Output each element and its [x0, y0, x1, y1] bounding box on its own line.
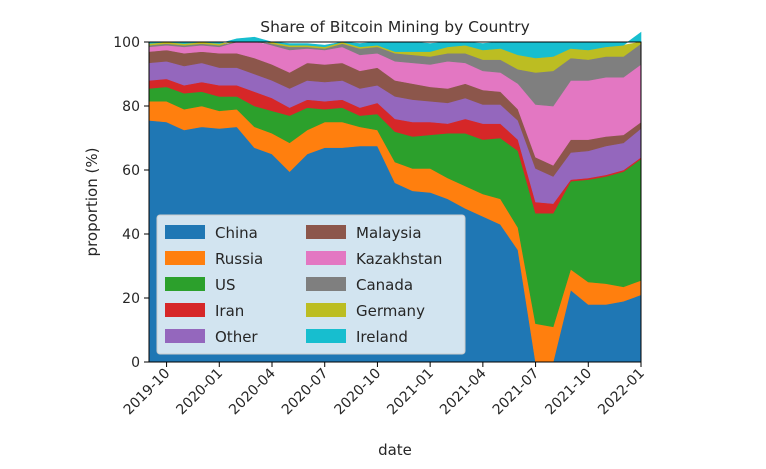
y-tick-label: 40 [122, 227, 140, 243]
y-axis-title: proportion (%) [83, 148, 101, 257]
legend-swatch-us [165, 277, 205, 291]
x-tick-label: 2021-10 [542, 366, 595, 419]
legend-swatch-malaysia [306, 225, 346, 239]
x-tick-label: 2019-10 [121, 366, 174, 419]
y-tick-label: 60 [122, 163, 140, 179]
x-tick-label: 2022-01 [595, 366, 648, 419]
legend-label-malaysia: Malaysia [356, 224, 422, 242]
legend-swatch-kazakhstan [306, 251, 346, 265]
legend-label-russia: Russia [215, 250, 263, 268]
x-axis: 2019-10 2020-01 2020-04 2020-07 2020-10 2021-… [121, 362, 648, 418]
plot-frame [148, 41, 642, 363]
y-tick-label: 20 [122, 291, 140, 307]
y-tick-label: 80 [122, 99, 140, 115]
x-tick-label: 2021-07 [490, 366, 543, 419]
x-tick-label: 2020-04 [226, 365, 279, 418]
x-tick-label: 2020-10 [332, 366, 385, 419]
legend-swatch-ireland [306, 329, 346, 343]
chart-title: Share of Bitcoin Mining by Country [260, 18, 530, 36]
legend-label-ireland: Ireland [356, 328, 408, 346]
legend-label-kazakhstan: Kazakhstan [356, 250, 442, 268]
legend-swatch-germany [306, 303, 346, 317]
x-tick-label: 2021-04 [437, 365, 490, 418]
legend-swatch-russia [165, 251, 205, 265]
legend-swatch-iran [165, 303, 205, 317]
legend-swatch-canada [306, 277, 346, 291]
legend-swatch-other [165, 329, 205, 343]
legend-label-iran: Iran [215, 302, 244, 320]
y-tick-label: 100 [113, 35, 140, 51]
legend-label-canada: Canada [356, 276, 413, 294]
x-axis-title: date [378, 441, 412, 459]
y-tick-label: 0 [131, 355, 140, 371]
legend-label-us: US [215, 276, 236, 294]
legend-label-germany: Germany [356, 302, 425, 320]
x-tick-label: 2020-07 [279, 366, 332, 419]
legend: China Russia US Iran Other Malaysia Kazakhstan… [156, 214, 466, 355]
y-axis: 0 20 40 60 80 100 [113, 35, 149, 371]
x-tick-label: 2020-01 [173, 366, 226, 419]
legend-label-china: China [215, 224, 258, 242]
area-ireland [148, 31, 642, 59]
legend-swatch-china [165, 225, 205, 239]
x-tick-label: 2021-01 [384, 366, 437, 419]
legend-label-other: Other [215, 328, 258, 346]
